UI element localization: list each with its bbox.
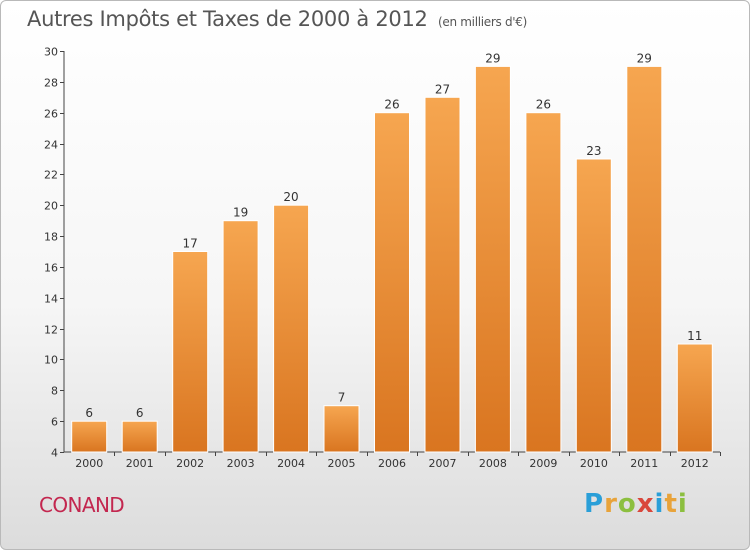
x-tick-label: 2002	[176, 457, 204, 470]
chart-title-text: Autres Impôts et Taxes de 2000 à 2012	[27, 7, 428, 31]
x-tick-label: 2008	[479, 457, 507, 470]
logo-letter: t	[664, 489, 678, 519]
logo-letter: o	[617, 489, 637, 519]
y-tick-label: 28	[44, 77, 58, 90]
bar	[575, 158, 612, 453]
axes: 4 6 8 10 12 14 16 18 20 22 24 26 28 30 2000 2001 2002 200…	[44, 46, 721, 470]
x-tick-label: 2007	[428, 457, 456, 470]
bar-value-label: 6	[136, 406, 144, 420]
bar-value-label: 11	[687, 329, 702, 343]
data-labels: 6 6 17 19 20 7 26 27 29 26 23 29 11	[85, 51, 702, 420]
bar-value-label: 20	[283, 190, 298, 204]
bar-value-label: 26	[536, 98, 551, 112]
logo-letter: x	[636, 489, 655, 519]
x-tick-label: 2009	[529, 457, 557, 470]
x-tick-label: 2005	[328, 457, 356, 470]
y-tick-label: 10	[44, 354, 58, 367]
y-tick-label: 22	[44, 169, 58, 182]
y-tick-label: 6	[51, 416, 58, 429]
bar-value-label: 29	[485, 51, 500, 65]
x-tick-label: 2003	[227, 457, 255, 470]
bar	[71, 420, 108, 453]
x-tick-label: 2001	[126, 457, 154, 470]
y-tick-label: 24	[44, 139, 58, 152]
x-tick-label: 2004	[277, 457, 305, 470]
bar-value-label: 19	[233, 206, 248, 220]
x-tick-label: 2011	[630, 457, 658, 470]
bar-value-label: 17	[183, 237, 198, 251]
chart-title: Autres Impôts et Taxes de 2000 à 2012 (e…	[27, 7, 527, 31]
bar-value-label: 29	[637, 51, 652, 65]
bar-value-label: 7	[338, 391, 346, 405]
y-tick-label: 18	[44, 231, 58, 244]
bar-value-label: 27	[435, 82, 450, 96]
logo-letter: P	[584, 489, 605, 519]
logo-letter: r	[604, 489, 618, 519]
x-tick-label: 2012	[681, 457, 709, 470]
y-tick-label: 30	[44, 46, 58, 59]
bar	[172, 251, 209, 453]
y-tick-label: 4	[51, 447, 58, 460]
bar	[374, 112, 410, 453]
commune-name: CONAND	[39, 493, 125, 517]
bar	[474, 65, 511, 453]
y-tick-label: 8	[51, 385, 58, 398]
y-tick-label: 14	[44, 293, 58, 306]
logo-letter: i	[677, 489, 688, 519]
bar-value-label: 26	[384, 98, 399, 112]
bars	[71, 65, 713, 453]
x-tick-label: 2000	[75, 457, 103, 470]
bar-value-label: 23	[586, 144, 601, 158]
bar	[273, 204, 310, 453]
y-tick-label: 12	[44, 324, 58, 337]
y-tick-label: 20	[44, 200, 58, 213]
bar-value-label: 6	[85, 406, 93, 420]
logo-letter: i	[654, 489, 665, 519]
chart-unit: (en milliers d'€)	[438, 15, 528, 29]
x-tick-label: 2010	[580, 457, 608, 470]
x-tick-label: 2006	[378, 457, 406, 470]
bar	[323, 405, 360, 453]
bar	[525, 112, 562, 453]
bar	[626, 65, 663, 453]
proxiti-logo[interactable]: Proxiti	[584, 489, 688, 519]
bar	[676, 343, 713, 453]
bar	[424, 96, 461, 453]
bar	[121, 420, 158, 453]
y-tick-label: 26	[44, 108, 58, 121]
bar	[222, 220, 259, 453]
y-tick-label: 16	[44, 262, 58, 275]
